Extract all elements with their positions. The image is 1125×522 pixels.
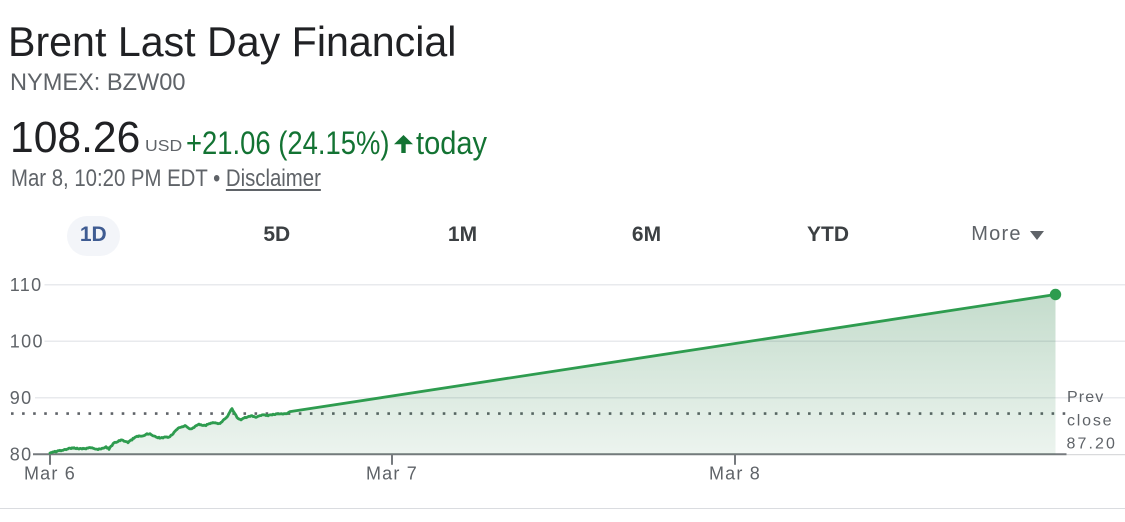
svg-text:87.20: 87.20: [1067, 436, 1118, 453]
svg-text:90: 90: [10, 388, 33, 408]
svg-text:100: 100: [10, 332, 44, 352]
svg-text:80: 80: [10, 445, 33, 465]
svg-text:110: 110: [10, 275, 43, 295]
svg-text:Prev: Prev: [1067, 389, 1104, 406]
svg-text:Mar 8: Mar 8: [709, 463, 761, 483]
svg-text:Mar 7: Mar 7: [366, 463, 418, 483]
svg-text:Mar 6: Mar 6: [24, 463, 76, 483]
svg-text:close: close: [1067, 413, 1113, 430]
